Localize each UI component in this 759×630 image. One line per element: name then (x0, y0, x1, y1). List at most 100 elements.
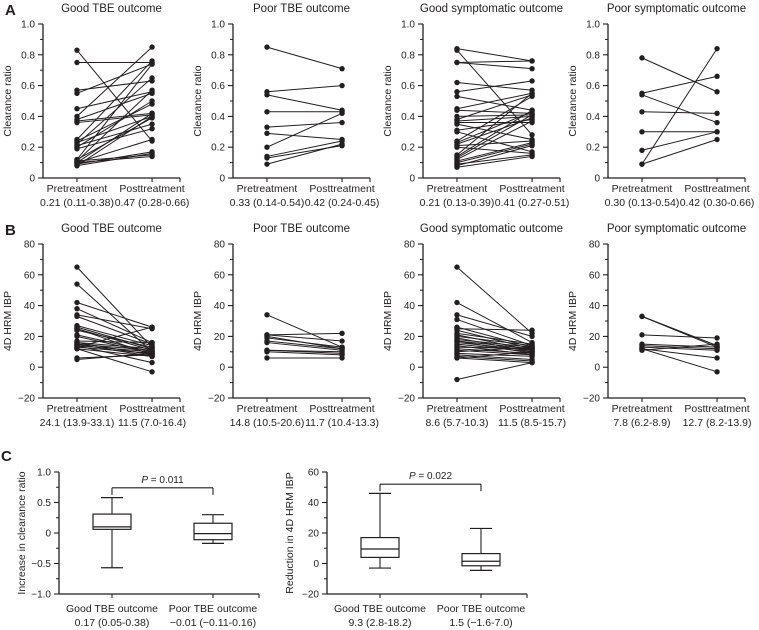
data-points (264, 312, 345, 361)
pre-point (264, 92, 270, 98)
y-axis-label: Clearance ratio (192, 65, 204, 136)
y-tick-label: 0.6 (211, 81, 225, 92)
pair-line (266, 349, 343, 354)
pair-line (76, 352, 153, 360)
pre-point (264, 339, 270, 346)
category-label: Posttreatment (309, 183, 374, 195)
y-tick-label: 40 (404, 301, 416, 312)
y-axis-label: 4D HRM IBP (2, 291, 14, 351)
chart-c-box-8: −1.0 −0.5 0 0.5 1.0 Good TBE outcome Poor TBE … (16, 468, 260, 629)
pre-point (639, 347, 645, 353)
pair-lines (456, 48, 533, 168)
post-point (339, 119, 345, 126)
y-tick-label: 0 (219, 174, 225, 185)
pair-line (456, 266, 533, 334)
y-tick-label: 0.2 (586, 143, 600, 154)
data-points (454, 264, 535, 383)
y-tick-label: 0 (45, 529, 51, 540)
iqr-box (360, 536, 400, 558)
summary-stat: 11.5 (7.0-16.4) (118, 417, 186, 429)
post-point (149, 150, 155, 157)
pre-point (454, 376, 460, 383)
pair-line (456, 342, 533, 351)
y-tick-label: 0.8 (401, 50, 415, 61)
data-points (74, 264, 155, 375)
y-tick-label: 20 (404, 332, 416, 343)
pre-point (74, 59, 80, 66)
y-tick-label: 0 (29, 174, 35, 185)
pair-line (456, 92, 533, 110)
pair-line (456, 318, 533, 347)
post-point (714, 335, 720, 341)
pre-point (454, 164, 460, 170)
pair-line (76, 348, 153, 373)
pre-point (74, 281, 80, 287)
y-tick-label: 0 (409, 363, 415, 374)
chart-b-paired-5: Poor TBE outcome −20 0 20 40 60 80 Pretreatment… (192, 223, 379, 429)
pair-line (456, 335, 533, 347)
y-tick-label: 0 (594, 363, 600, 374)
y-tick-label: 0.6 (21, 81, 35, 92)
pair-line (76, 328, 153, 351)
data-points (639, 313, 720, 375)
category-label: Posttreatment (684, 403, 749, 415)
chart-c-box-9: −20 0 20 40 60 Good TBE outcome Poor TBE outco… (284, 468, 528, 629)
pair-line (76, 63, 153, 160)
pair-line (456, 62, 533, 70)
post-point (714, 129, 720, 135)
pre-point (74, 333, 80, 340)
pair-line (76, 114, 153, 124)
box-group (92, 497, 132, 569)
pair-line (456, 123, 533, 140)
pre-point (639, 147, 645, 153)
pair-line (456, 80, 533, 93)
post-point (339, 338, 345, 344)
pre-point (74, 346, 80, 352)
pair-line (456, 95, 533, 111)
post-point (339, 141, 345, 147)
post-point (714, 73, 720, 80)
y-tick-label: 0.8 (586, 50, 600, 61)
pair-line (266, 334, 343, 342)
pair-line (456, 340, 533, 350)
post-point (529, 132, 535, 138)
post-point (149, 98, 155, 104)
post-point (529, 153, 535, 160)
post-point (714, 119, 720, 126)
summary-stat: 7.8 (6.2-8.9) (613, 417, 670, 429)
y-tick-label: 0.4 (586, 112, 600, 123)
y-tick-label: 0 (409, 174, 415, 185)
post-point (714, 369, 720, 375)
pair-line (76, 123, 153, 147)
pre-point (74, 47, 80, 53)
pair-line (641, 139, 718, 165)
pair-line (456, 60, 533, 63)
post-point (339, 330, 345, 337)
pre-point (639, 313, 645, 320)
pre-point (74, 313, 80, 320)
y-tick-label: 0.6 (401, 81, 415, 92)
y-tick-label: 0 (594, 174, 600, 185)
post-point (149, 126, 155, 132)
pair-lines (266, 46, 343, 165)
pre-point (264, 109, 270, 115)
summary-stat: 0.33 (0.14-0.54) (230, 197, 305, 209)
y-tick-label: 20 (589, 332, 601, 343)
y-tick-label: 0.8 (21, 50, 35, 61)
pair-line (456, 351, 533, 359)
y-tick-label: 60 (24, 270, 36, 281)
pre-point (454, 89, 460, 95)
pair-lines (641, 315, 718, 373)
pair-line (266, 140, 343, 157)
chart-title: Good symptomatic outcome (420, 223, 563, 235)
chart-b-paired-4: Good TBE outcome −20 0 20 40 60 80 Pretreatment… (2, 223, 186, 429)
pair-line (76, 302, 153, 328)
summary-stat: 12.7 (8.2-13.9) (683, 417, 752, 429)
pre-point (454, 93, 460, 100)
pair-lines (76, 46, 153, 167)
y-axis-label: Increase in clearance ratio (16, 471, 28, 594)
pair-line (456, 120, 533, 160)
y-tick-label: 20 (24, 332, 36, 343)
pre-point (454, 299, 460, 306)
pre-point (264, 44, 270, 50)
